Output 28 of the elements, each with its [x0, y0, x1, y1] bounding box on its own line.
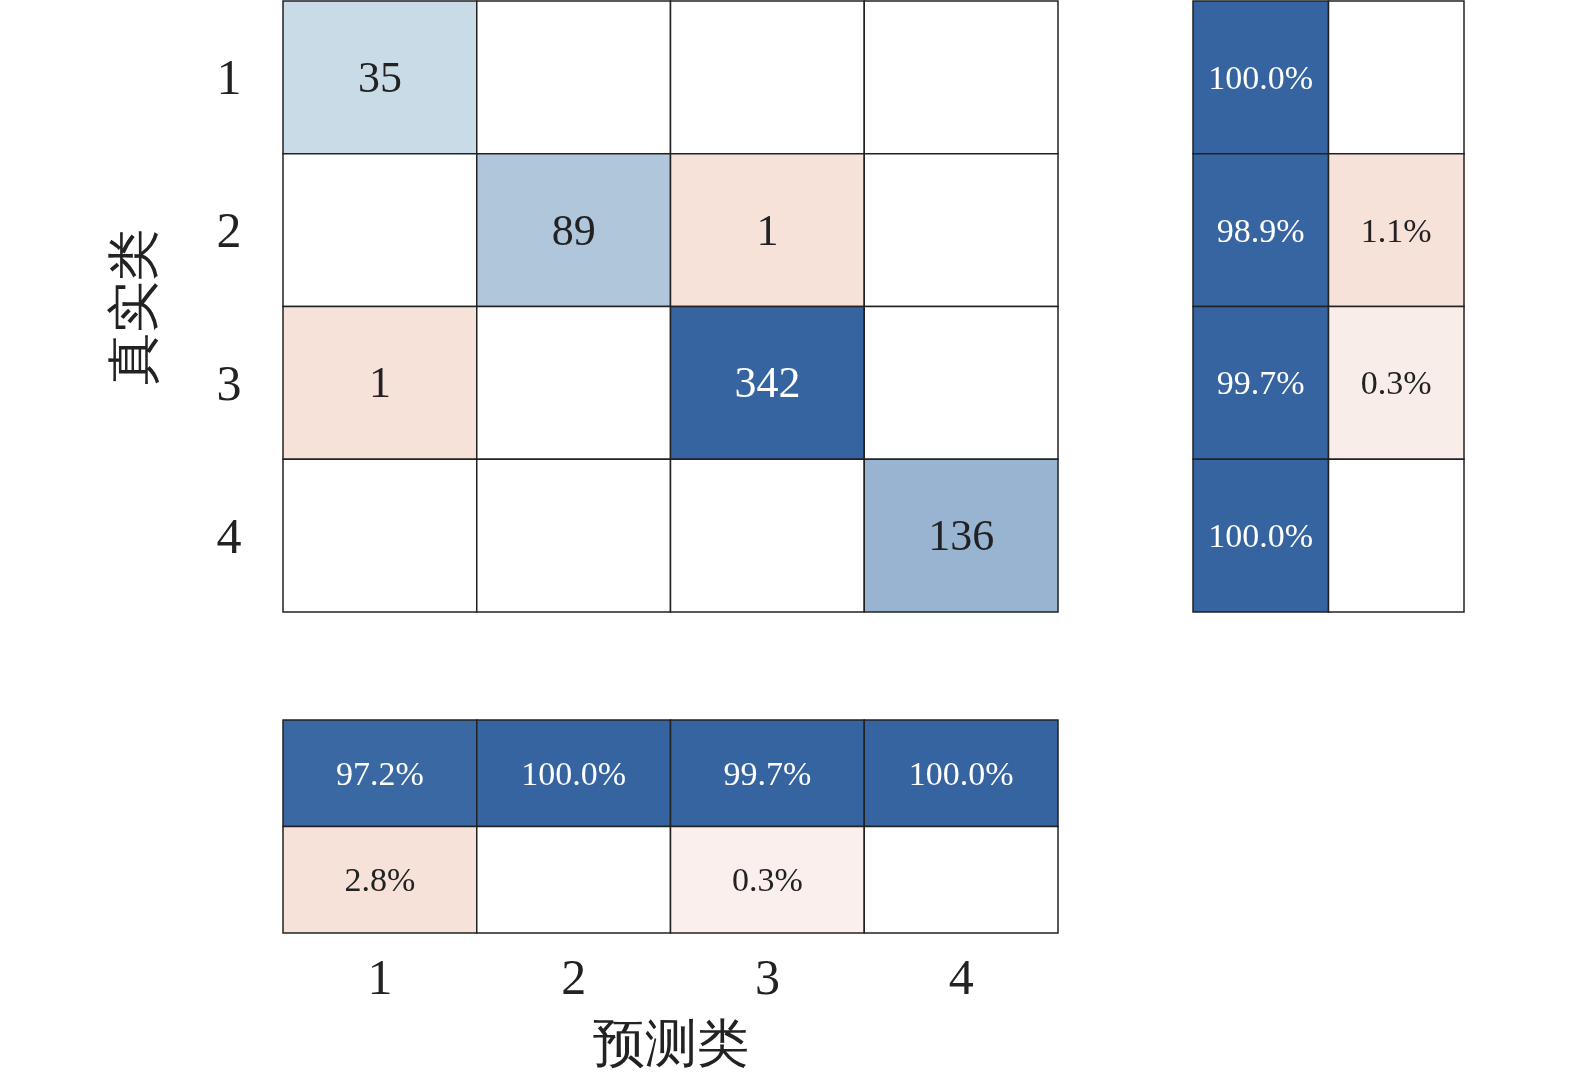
y-tick-label: 2 [216, 202, 242, 259]
data-label: 100.0% [1208, 517, 1314, 555]
data-label: 136 [928, 511, 995, 561]
y-tick-label: 4 [216, 507, 242, 564]
data-label: 1 [756, 205, 779, 255]
data-label: 1.1% [1360, 211, 1432, 249]
data-label: 98.9% [1216, 211, 1305, 249]
data-label: 100.0% [521, 754, 627, 792]
data-label: 1 [368, 358, 391, 408]
data-label: 35 [357, 52, 402, 102]
x-tick-label: 2 [561, 949, 587, 1005]
data-label: 99.7% [1216, 364, 1305, 402]
data-label: 97.2% [335, 754, 424, 792]
data-label: 342 [734, 358, 801, 408]
data-label: 0.3% [1360, 364, 1432, 402]
x-axis-title: 预测类 [592, 1014, 749, 1072]
y-tick-label: 1 [216, 49, 242, 106]
data-label: 99.7% [723, 754, 812, 792]
x-tick-label: 1 [367, 949, 393, 1005]
data-label: 100.0% [908, 754, 1014, 792]
data-label: 0.3% [731, 861, 803, 899]
data-label: 89 [551, 205, 596, 255]
x-tick-label: 3 [754, 949, 780, 1005]
data-label: 2.8% [344, 861, 416, 899]
y-axis-title: 真实类 [104, 228, 162, 385]
data-label: 100.0% [1208, 58, 1314, 96]
y-tick-label: 3 [216, 354, 242, 411]
x-tick-label: 4 [948, 949, 974, 1005]
